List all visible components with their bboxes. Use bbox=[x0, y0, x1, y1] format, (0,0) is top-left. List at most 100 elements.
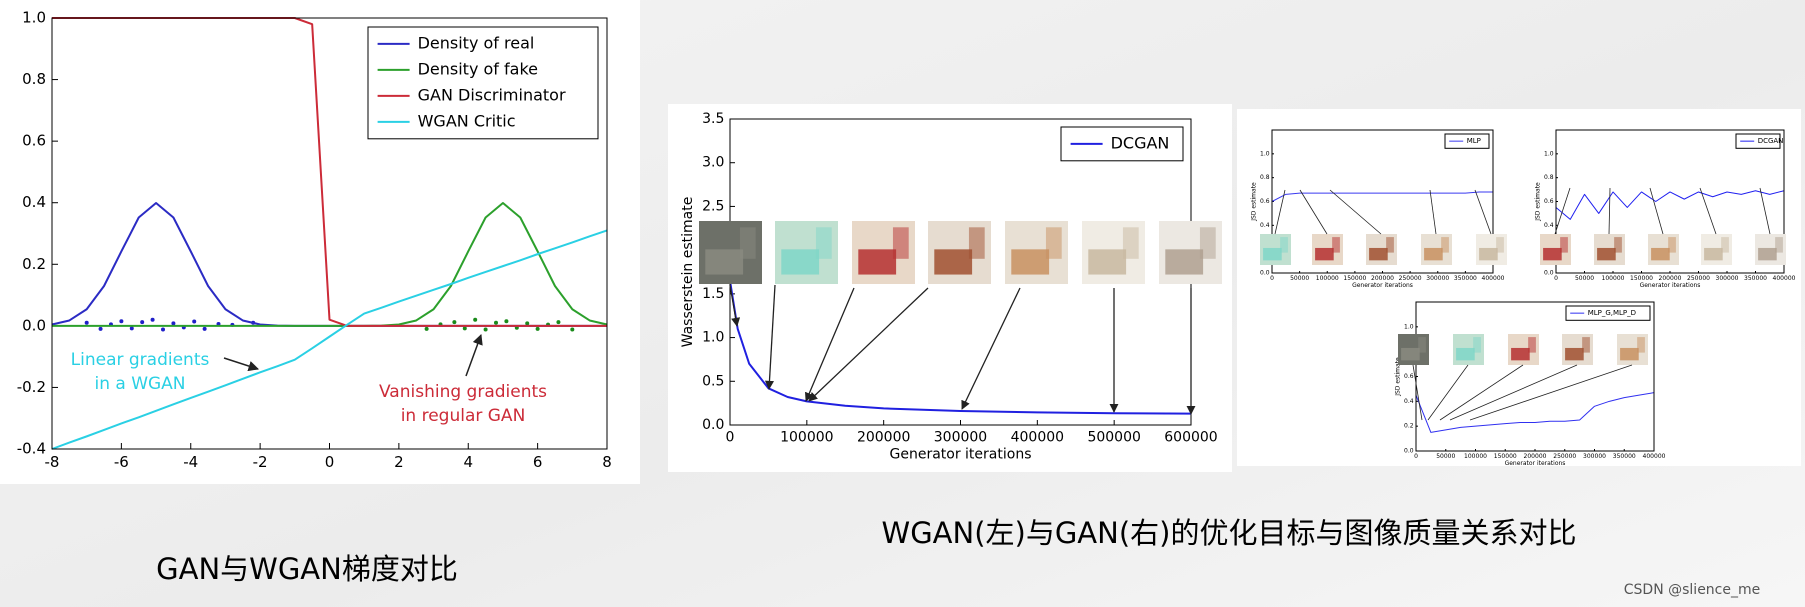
sample-point bbox=[504, 319, 509, 324]
x-tick-label: 350000 bbox=[1744, 275, 1767, 282]
x-tick-label: 400000 bbox=[1643, 453, 1666, 460]
pointer-arrow bbox=[1439, 364, 1524, 421]
x-tick-label: 350000 bbox=[1454, 275, 1477, 282]
right-caption: WGAN(左)与GAN(右)的优化目标与图像质量关系对比 bbox=[882, 516, 1577, 550]
thumbnail-detail bbox=[1045, 227, 1062, 259]
thumbnail-detail bbox=[1280, 237, 1288, 253]
legend-label: DCGAN bbox=[1758, 137, 1784, 145]
thumbnail-detail bbox=[1332, 237, 1340, 253]
sample-point bbox=[535, 326, 540, 331]
x-axis-label: Generator iterations bbox=[1352, 282, 1413, 289]
sample-point bbox=[483, 327, 488, 332]
thumbnail-detail bbox=[1511, 347, 1530, 361]
y-tick-label: 1.0 bbox=[1544, 150, 1554, 157]
sample-point bbox=[473, 317, 478, 322]
x-tick-label: 400000 bbox=[1773, 275, 1796, 282]
x-tick-label: 250000 bbox=[1687, 275, 1710, 282]
x-tick-label: 150000 bbox=[1630, 275, 1653, 282]
y-tick-label: 0.6 bbox=[22, 132, 46, 150]
thumbnail-detail bbox=[1199, 227, 1216, 259]
x-tick-label: 350000 bbox=[1613, 453, 1636, 460]
y-tick-label: 0.4 bbox=[1404, 398, 1414, 405]
x-tick-label: 300000 bbox=[1716, 275, 1739, 282]
legend-label: Density of real bbox=[418, 33, 535, 52]
thumbnail-detail bbox=[1386, 237, 1394, 253]
y-tick-label: 0.4 bbox=[22, 193, 46, 211]
pointer-arrow bbox=[764, 284, 776, 390]
sample-point bbox=[192, 319, 197, 324]
y-tick-label: 0.0 bbox=[1260, 270, 1270, 277]
series-line bbox=[1271, 191, 1493, 202]
y-tick-label: 0.8 bbox=[1260, 174, 1270, 181]
y-axis-label: Wasserstein estimate bbox=[680, 197, 696, 348]
series-line bbox=[1415, 392, 1655, 433]
annotation: Vanishing gradients in regular GAN bbox=[379, 382, 547, 426]
legend-label: MLP_G,MLP_D bbox=[1588, 309, 1636, 317]
pointer-arrow bbox=[1329, 189, 1382, 235]
x-tick-label: 100000 bbox=[780, 430, 833, 446]
thumbnail-detail bbox=[705, 249, 744, 275]
y-tick-label: 0.6 bbox=[1404, 373, 1414, 380]
y-tick-label: 0.2 bbox=[22, 255, 46, 273]
sample-point bbox=[84, 320, 89, 325]
x-tick-label: 200000 bbox=[1524, 453, 1547, 460]
annotation-line: in a WGAN bbox=[94, 374, 185, 394]
x-axis-label: Generator iterations bbox=[890, 446, 1032, 462]
sample-point bbox=[98, 326, 103, 331]
legend-label: MLP bbox=[1467, 137, 1481, 145]
thumbnail-detail bbox=[1441, 237, 1449, 253]
plot-frame bbox=[1415, 301, 1655, 452]
thumbnail-detail bbox=[934, 249, 973, 275]
x-axis-label: Generator iterations bbox=[1640, 282, 1701, 289]
y-tick-label: 0.6 bbox=[1260, 198, 1270, 205]
y-tick-label: -0.4 bbox=[17, 440, 46, 458]
x-tick-label: 2 bbox=[394, 453, 404, 471]
thumbnail-detail bbox=[1473, 337, 1481, 353]
thumbnail-detail bbox=[1775, 237, 1783, 253]
x-tick-label: 6 bbox=[533, 453, 543, 471]
watermark: CSDN @slience_me bbox=[1624, 582, 1761, 598]
pointer-arrow bbox=[961, 287, 1021, 410]
thumbnail-detail bbox=[1597, 247, 1616, 261]
plot-frame bbox=[1555, 129, 1785, 274]
charts: -8 -6 -4 -2 0 2 4 6 8 -0.4 -0.2 0.0 0.2 0.4 0.6 0.8 1.0 D… bbox=[17, 9, 1796, 472]
y-axis-label: JSD estimate bbox=[1395, 357, 1402, 397]
y-tick-label: 0.5 bbox=[702, 373, 724, 389]
thumbnail-detail bbox=[1401, 347, 1420, 361]
thumbnail-detail bbox=[1263, 247, 1282, 261]
thumbnail-detail bbox=[1637, 337, 1645, 353]
y-tick-label: 0.4 bbox=[1544, 222, 1554, 229]
pointer-arrow bbox=[1554, 187, 1571, 235]
x-tick-label: 100000 bbox=[1602, 275, 1625, 282]
y-tick-label: 0.2 bbox=[1404, 423, 1414, 430]
legend-box bbox=[1444, 133, 1490, 149]
thumbnail-detail bbox=[1614, 237, 1622, 253]
thumbnail-detail bbox=[1651, 247, 1670, 261]
legend-box bbox=[367, 26, 599, 140]
y-tick-label: 0.0 bbox=[1404, 448, 1414, 455]
plot-frame bbox=[1271, 129, 1494, 274]
thumbnail-detail bbox=[1565, 347, 1584, 361]
sample-point bbox=[494, 320, 498, 325]
pointer-arrow bbox=[1469, 364, 1633, 421]
x-tick-label: 200000 bbox=[857, 430, 910, 446]
x-tick-label: -4 bbox=[183, 453, 198, 471]
x-tick-label: 100000 bbox=[1464, 453, 1487, 460]
x-tick-label: 250000 bbox=[1399, 275, 1422, 282]
thumbnail-detail bbox=[1528, 337, 1536, 353]
x-tick-label: 400000 bbox=[1011, 430, 1064, 446]
x-axis-label: Generator iterations bbox=[1505, 460, 1566, 467]
thumbnail-detail bbox=[1315, 247, 1334, 261]
pointer-arrow bbox=[1427, 364, 1469, 421]
x-tick-label: 100000 bbox=[1316, 275, 1339, 282]
x-tick-label: -6 bbox=[114, 453, 129, 471]
x-tick-label: -2 bbox=[253, 453, 268, 471]
pointer-arrow bbox=[1299, 189, 1328, 235]
thumbnail-detail bbox=[739, 227, 756, 259]
thumbnail-detail bbox=[1560, 237, 1568, 253]
x-tick-label: 8 bbox=[602, 453, 612, 471]
series-line bbox=[52, 202, 608, 327]
pointer-arrow bbox=[1608, 187, 1611, 235]
x-tick-label: 200000 bbox=[1371, 275, 1394, 282]
